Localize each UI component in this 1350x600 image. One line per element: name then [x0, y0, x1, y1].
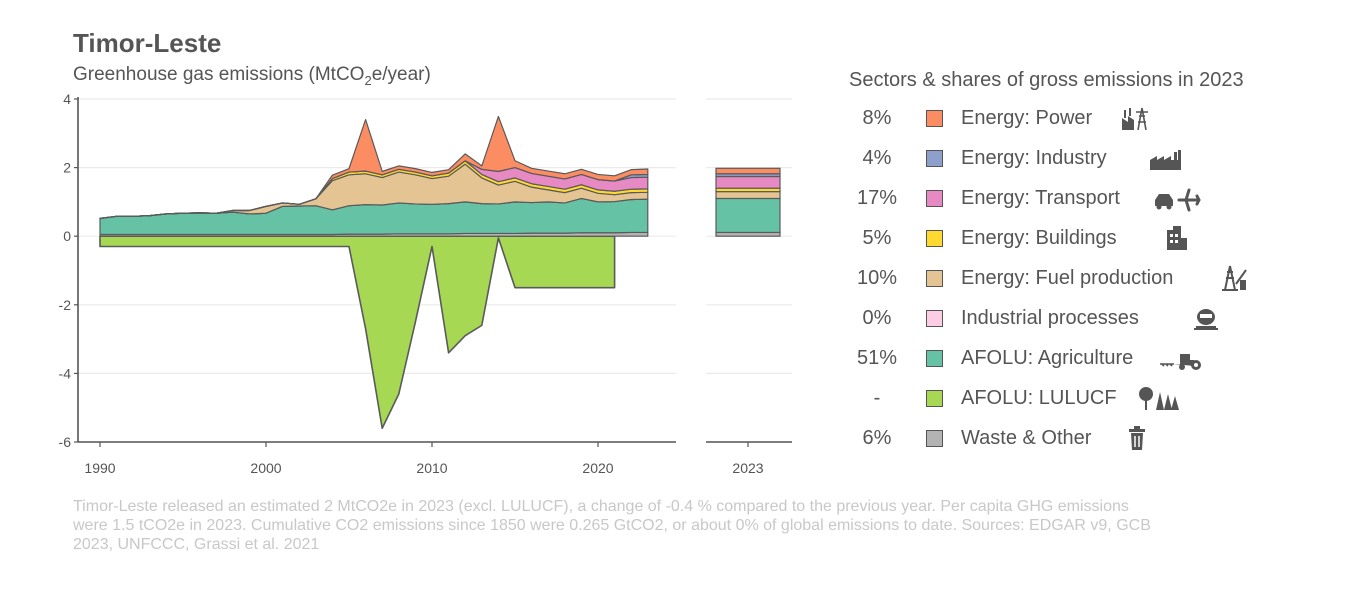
legend-swatch [926, 430, 943, 447]
footer-note: Timor-Leste released an estimated 2 MtCO… [73, 498, 1151, 553]
y-tick-label: -4 [59, 365, 72, 381]
legend-share: 17% [856, 187, 898, 209]
y-tick-label: -2 [59, 297, 72, 313]
bar-2023-energy-transport [715, 175, 781, 189]
car-plane-icon [1153, 184, 1203, 212]
legend-label: AFOLU: LULUCF [961, 387, 1117, 409]
legend-item: 0% Industrial processes [840, 300, 1280, 336]
bar-2023-energy-fuel-production [715, 191, 781, 200]
legend-share: 51% [856, 347, 898, 369]
emissions-chart: 4 2 0 -2 -4 -6 1990 2000 2010 2020 2023 [59, 91, 792, 476]
legend-item: - AFOLU: LULUCF [840, 380, 1280, 416]
legend-item: 51% AFOLU: Agriculture [840, 340, 1280, 376]
bar-2023-afolu-agriculture [715, 197, 781, 234]
legend-share: - [873, 387, 881, 409]
y-tick-label: 2 [63, 160, 71, 176]
legend-label: Energy: Industry [961, 147, 1107, 169]
legend-swatch [926, 110, 943, 127]
legend-title: Sectors & shares of gross emissions in 2… [849, 69, 1244, 91]
legend-label: Waste & Other [961, 427, 1092, 449]
trees-icon [1138, 384, 1188, 412]
chart-subtitle: Greenhouse gas emissions (MtCO2e/year) [73, 64, 431, 88]
legend-swatch [926, 350, 943, 367]
legend-label: Energy: Fuel production [961, 267, 1174, 289]
power-plant-icon [1120, 104, 1170, 132]
y-tick-label: 0 [63, 228, 71, 244]
tractor-icon [1158, 344, 1208, 372]
legend-share: 0% [862, 307, 892, 329]
chart-title: Timor-Leste [73, 28, 222, 58]
cement-mixer-icon [1192, 304, 1242, 332]
area-afolu-lulucf [99, 235, 616, 430]
x-tick-label: 2020 [582, 460, 613, 476]
y-tick-label: -6 [59, 434, 72, 450]
legend-swatch [926, 150, 943, 167]
legend-label: AFOLU: Agriculture [961, 347, 1134, 369]
y-tick-label: 4 [63, 91, 71, 107]
x-tick-label: 2000 [250, 460, 281, 476]
x-tick-label-2023: 2023 [732, 460, 763, 476]
legend-item: 8% Energy: Power [840, 100, 1280, 136]
legend-share: 6% [862, 427, 892, 449]
bar-2023-energy-power [715, 167, 781, 175]
x-tick-label: 2010 [416, 460, 447, 476]
legend-swatch [926, 190, 943, 207]
legend-share: 10% [856, 267, 898, 289]
legend-item: 10% Energy: Fuel production [840, 260, 1280, 296]
area-energy-power [99, 115, 649, 219]
legend-label: Energy: Power [961, 107, 1093, 129]
legend-swatch [926, 270, 943, 287]
building-icon [1163, 224, 1213, 252]
legend-item: 6% Waste & Other [840, 420, 1280, 456]
legend-share: 8% [862, 107, 892, 129]
oil-rig-icon [1220, 264, 1270, 292]
trash-icon [1125, 424, 1175, 452]
legend-swatch [926, 390, 943, 407]
legend-share: 5% [862, 227, 892, 249]
legend-item: 5% Energy: Buildings [840, 220, 1280, 256]
x-tick-label: 1990 [84, 460, 115, 476]
legend-label: Energy: Transport [961, 187, 1120, 209]
legend-item: 17% Energy: Transport [840, 180, 1280, 216]
legend-label: Industrial processes [961, 307, 1139, 329]
legend-swatch [926, 310, 943, 327]
legend-label: Energy: Buildings [961, 227, 1117, 249]
legend-item: 4% Energy: Industry [840, 140, 1280, 176]
legend-swatch [926, 230, 943, 247]
factory-icon [1148, 144, 1198, 172]
legend-share: 4% [862, 147, 892, 169]
